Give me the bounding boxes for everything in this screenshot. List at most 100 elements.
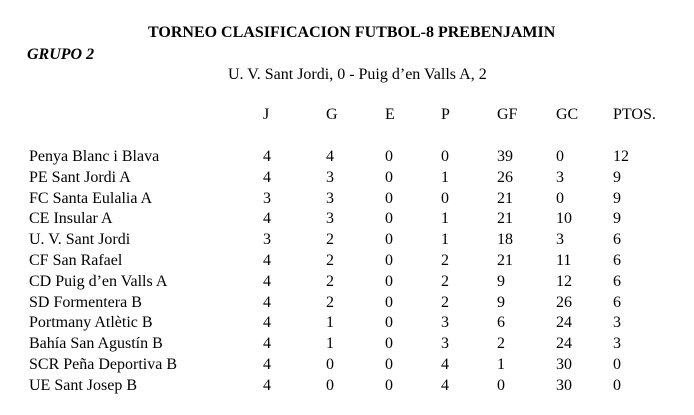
cell-gf: 18 bbox=[497, 231, 513, 249]
cell-gc: 11 bbox=[556, 252, 572, 269]
cell-e: 0 bbox=[385, 356, 393, 373]
cell-ptos: 9 bbox=[613, 168, 621, 186]
cell-gf: 6 bbox=[497, 314, 505, 332]
cell-ptos: 9 bbox=[613, 210, 621, 228]
table-row: SCR Peña Deportiva B 4 0 0 4 1 30 0 bbox=[0, 355, 694, 375]
cell-gc: 26 bbox=[556, 293, 572, 311]
cell-ptos: 6 bbox=[613, 293, 621, 311]
team-name: CE Insular A bbox=[29, 210, 113, 228]
cell-ptos: 12 bbox=[613, 148, 629, 165]
cell-e: 0 bbox=[385, 376, 393, 394]
cell-e: E bbox=[385, 106, 395, 123]
table-row: SD Formentera B 4 2 0 2 9 26 6 bbox=[0, 293, 694, 313]
table-row: PE Sant Jordi A 4 3 0 1 26 3 9 bbox=[0, 168, 694, 188]
cell-e: 0 bbox=[385, 252, 393, 269]
cell-gc: 24 bbox=[556, 314, 572, 332]
cell-gf: 2 bbox=[497, 335, 505, 353]
cell-gf: 21 bbox=[497, 210, 513, 228]
cell-g: 2 bbox=[326, 252, 334, 269]
cell-p: P bbox=[441, 106, 450, 123]
table-row: Penya Blanc i Blava 4 4 0 0 39 0 12 bbox=[0, 147, 694, 167]
group-label: GRUPO 2 bbox=[27, 46, 95, 63]
cell-e: 0 bbox=[385, 210, 393, 228]
cell-gf: 39 bbox=[497, 148, 513, 165]
cell-gf: GF bbox=[497, 106, 518, 123]
cell-ptos: 9 bbox=[613, 189, 621, 207]
cell-gf: 0 bbox=[497, 376, 505, 394]
cell-gc: 24 bbox=[556, 335, 572, 353]
cell-g: 4 bbox=[326, 148, 334, 165]
cell-p: 0 bbox=[441, 189, 449, 207]
team-name: FC Santa Eulalia A bbox=[29, 189, 153, 207]
team-name: CF San Rafael bbox=[29, 252, 123, 269]
cell-j: J bbox=[263, 106, 270, 123]
team-name: U. V. Sant Jordi bbox=[29, 231, 131, 249]
cell-gc: 0 bbox=[556, 148, 564, 165]
cell-gc: 10 bbox=[556, 210, 572, 228]
cell-e: 0 bbox=[385, 314, 393, 332]
cell-p: 2 bbox=[441, 293, 449, 311]
cell-ptos: 6 bbox=[613, 272, 621, 290]
cell-e: 0 bbox=[385, 168, 393, 186]
cell-p: 1 bbox=[441, 231, 449, 249]
cell-j: 4 bbox=[263, 293, 271, 311]
table-row: Portmany Atlètic B 4 1 0 3 6 24 3 bbox=[0, 313, 694, 333]
cell-j: 4 bbox=[263, 272, 271, 290]
cell-ptos: 6 bbox=[613, 252, 621, 269]
cell-g: G bbox=[326, 106, 338, 123]
team-name: SCR Peña Deportiva B bbox=[29, 356, 177, 373]
cell-gf: 9 bbox=[497, 272, 505, 290]
cell-j: 4 bbox=[263, 210, 271, 228]
cell-p: 0 bbox=[441, 148, 449, 165]
document-title: TORNEO CLASIFICACION FUTBOL-8 PREBENJAMI… bbox=[148, 24, 556, 41]
cell-gf: 1 bbox=[497, 356, 505, 373]
cell-gf: 9 bbox=[497, 293, 505, 311]
table-row: FC Santa Eulalia A 3 3 0 0 21 0 9 bbox=[0, 189, 694, 209]
cell-p: 3 bbox=[441, 314, 449, 332]
cell-j: 4 bbox=[263, 376, 271, 394]
cell-g: 1 bbox=[326, 314, 334, 332]
cell-p: 2 bbox=[441, 252, 449, 269]
team-name: UE Sant Josep B bbox=[29, 376, 137, 394]
cell-gc: 30 bbox=[556, 356, 572, 373]
cell-gf: 26 bbox=[497, 168, 513, 186]
cell-g: 2 bbox=[326, 231, 334, 249]
team-name: Penya Blanc i Blava bbox=[29, 148, 160, 165]
cell-e: 0 bbox=[385, 293, 393, 311]
cell-p: 4 bbox=[441, 356, 449, 373]
cell-j: 4 bbox=[263, 314, 271, 332]
cell-gf: 21 bbox=[497, 252, 513, 269]
cell-p: 4 bbox=[441, 376, 449, 394]
cell-p: 1 bbox=[441, 210, 449, 228]
team-name: CD Puig d’en Valls A bbox=[29, 272, 168, 290]
cell-e: 0 bbox=[385, 148, 393, 165]
team-name: SD Formentera B bbox=[29, 293, 142, 311]
cell-p: 2 bbox=[441, 272, 449, 290]
cell-j: 4 bbox=[263, 356, 271, 373]
cell-j: 4 bbox=[263, 168, 271, 186]
cell-gc: 3 bbox=[556, 168, 564, 186]
cell-e: 0 bbox=[385, 189, 393, 207]
cell-e: 0 bbox=[385, 231, 393, 249]
table-row: UE Sant Josep B 4 0 0 4 0 30 0 bbox=[0, 376, 694, 396]
header-row: J G E P GF GC PTOS. bbox=[0, 105, 694, 125]
cell-ptos: PTOS. bbox=[613, 106, 656, 123]
table-row: CE Insular A 4 3 0 1 21 10 9 bbox=[0, 209, 694, 229]
cell-ptos: 0 bbox=[613, 376, 621, 394]
match-result: U. V. Sant Jordi, 0 - Puig d’en Valls A,… bbox=[228, 66, 487, 83]
cell-p: 1 bbox=[441, 168, 449, 186]
cell-gc: 12 bbox=[556, 272, 572, 290]
cell-g: 2 bbox=[326, 293, 334, 311]
team-name: Bahía San Agustín B bbox=[29, 335, 163, 353]
cell-gc: 3 bbox=[556, 231, 564, 249]
cell-p: 3 bbox=[441, 335, 449, 353]
cell-g: 1 bbox=[326, 335, 334, 353]
cell-j: 3 bbox=[263, 189, 271, 207]
cell-g: 0 bbox=[326, 356, 334, 373]
table-row: U. V. Sant Jordi 3 2 0 1 18 3 6 bbox=[0, 230, 694, 250]
cell-g: 3 bbox=[326, 210, 334, 228]
cell-gc: 0 bbox=[556, 189, 564, 207]
team-name: PE Sant Jordi A bbox=[29, 168, 131, 186]
cell-ptos: 3 bbox=[613, 314, 621, 332]
cell-ptos: 6 bbox=[613, 231, 621, 249]
